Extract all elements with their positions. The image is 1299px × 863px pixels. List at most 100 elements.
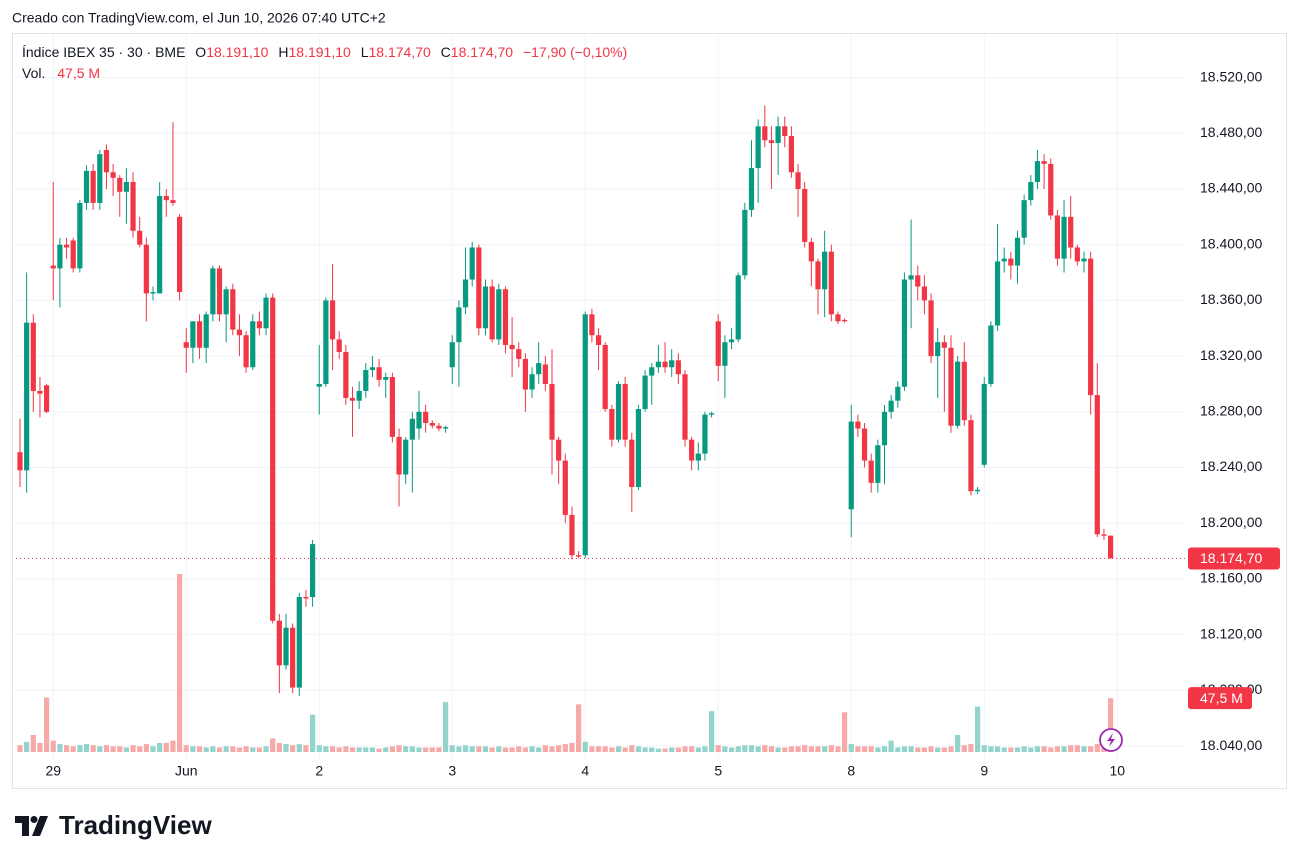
candle-body <box>828 251 834 315</box>
volume-bar <box>130 745 136 752</box>
candle-body <box>1034 161 1041 183</box>
volume-bar <box>695 747 701 752</box>
candle-body <box>423 411 429 423</box>
volume-bar <box>775 747 781 752</box>
price-badge <box>1188 547 1280 570</box>
volume-bar <box>788 746 794 752</box>
candle-body <box>77 202 83 269</box>
candle-body <box>981 383 987 465</box>
volume-bar <box>875 747 881 752</box>
volume-bar <box>83 744 90 752</box>
volume-bar <box>1041 746 1047 752</box>
x-tick-label: 10 <box>1109 763 1125 779</box>
x-tick-label: 5 <box>714 763 722 779</box>
candle-body <box>296 597 302 688</box>
brand: TradingView <box>59 810 212 840</box>
candle-body <box>536 363 542 375</box>
candle-body <box>702 414 708 454</box>
candle-body <box>476 247 482 329</box>
candle-body <box>323 300 329 384</box>
volume-bar <box>675 747 681 752</box>
candle-body <box>310 544 316 598</box>
volume-bar <box>615 746 622 752</box>
volume-bar <box>988 746 994 752</box>
candle-body <box>276 620 282 666</box>
volume-bar <box>709 711 715 752</box>
candle-body <box>103 149 110 173</box>
y-tick-label: 18.200,00 <box>1200 514 1262 530</box>
candle-body <box>855 421 861 429</box>
legend: Índice IBEX 35 · 30 · BME O18.191,10 H18… <box>22 44 627 60</box>
volume-bar <box>170 740 176 752</box>
volume-bar <box>822 746 828 752</box>
volume-bar <box>250 747 256 752</box>
volume-bar <box>1061 746 1067 752</box>
volume-bar <box>742 745 748 752</box>
x-tick-label: 9 <box>980 763 988 779</box>
candle-body <box>203 314 209 348</box>
volume-bar <box>389 746 395 752</box>
candle-body <box>383 377 389 380</box>
candle-body <box>137 230 143 245</box>
volume-bar <box>582 741 588 752</box>
candle-body <box>762 126 768 141</box>
x-tick-label: 29 <box>45 763 61 779</box>
volume-bar <box>303 745 309 752</box>
candle-body <box>988 325 994 384</box>
volume-bar <box>103 745 110 752</box>
volume-bar <box>881 746 888 752</box>
candle-body <box>649 367 655 376</box>
volume-bar <box>50 740 56 752</box>
candle-body <box>256 321 262 329</box>
candle-body <box>1088 258 1094 396</box>
volume-bar <box>948 746 954 752</box>
volume-bar <box>888 740 894 752</box>
candle-body <box>888 400 894 412</box>
candle-body <box>389 377 395 437</box>
volume-bar <box>901 746 908 752</box>
candle-body <box>462 279 469 308</box>
x-tick-label: 8 <box>847 763 855 779</box>
volume-bar <box>768 746 775 752</box>
candle-body <box>975 489 981 492</box>
volume-bar <box>469 746 475 752</box>
volume-bar <box>549 746 555 752</box>
candle-body <box>83 170 90 203</box>
candle-body <box>223 289 229 315</box>
candle-body <box>715 321 721 366</box>
volume-bar <box>848 744 854 752</box>
candle-body <box>576 555 582 557</box>
alert-icon[interactable] <box>1099 728 1123 752</box>
logo-part <box>30 816 38 823</box>
volume-bar <box>715 745 721 752</box>
volume-bar <box>70 746 76 752</box>
volume-bar <box>536 747 542 752</box>
candle-body <box>895 386 901 401</box>
candle-body <box>961 361 967 421</box>
candle-body <box>502 289 509 345</box>
candle-body <box>695 453 701 461</box>
x-tick-label: 4 <box>581 763 589 779</box>
candle-body <box>1081 258 1087 262</box>
volume-bar <box>190 746 196 752</box>
volume-bar <box>795 746 801 752</box>
volume-bar <box>815 746 821 752</box>
volume-bar <box>569 742 575 752</box>
candle-body <box>50 265 56 269</box>
candle-body <box>157 195 163 294</box>
volume-bar <box>90 745 96 752</box>
candle-body <box>1041 161 1047 164</box>
candle-body <box>1001 258 1007 262</box>
volume-bar <box>336 747 342 752</box>
alert-bolt <box>1107 733 1115 747</box>
candle-body <box>768 140 775 144</box>
volume-bar <box>263 746 269 752</box>
logo-part <box>32 816 48 836</box>
candle-body <box>868 460 874 483</box>
volume-bar <box>383 747 389 752</box>
volume-bar <box>502 747 509 752</box>
volume-bar <box>1108 698 1114 752</box>
candle-body <box>1061 216 1067 259</box>
candle-body <box>835 314 841 322</box>
candle-body <box>861 428 868 461</box>
